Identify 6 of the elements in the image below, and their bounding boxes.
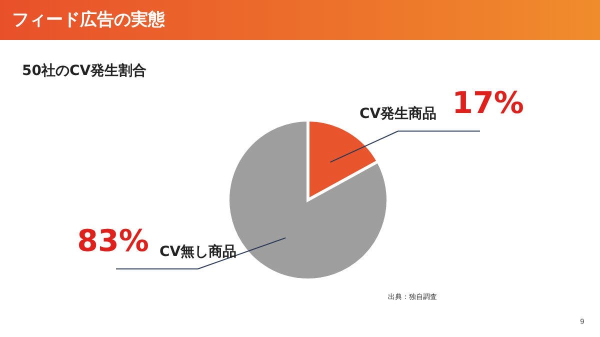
data-label: 17% [452, 86, 524, 122]
chart-title: フィード広告の実態 [12, 9, 165, 31]
slice-label: CV無し商品 [159, 242, 237, 260]
chart-subtitle: 50社のCV発生割合 [22, 62, 147, 80]
data-label: 83% [77, 224, 149, 259]
slice-label: CV発生商品 [359, 105, 437, 122]
